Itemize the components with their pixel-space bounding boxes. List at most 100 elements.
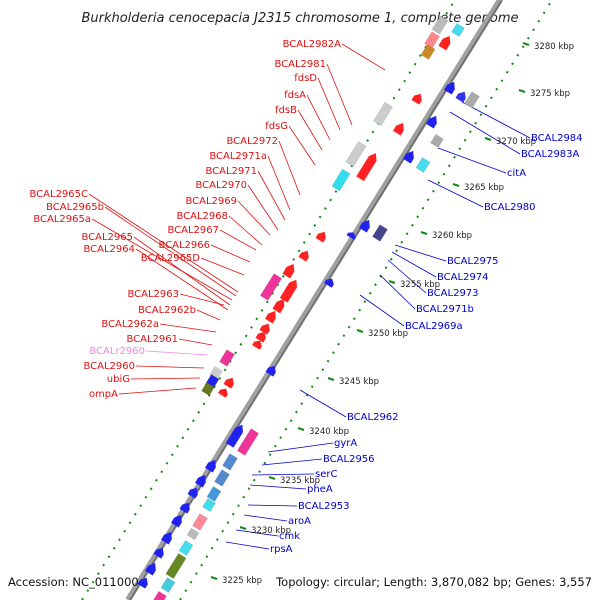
kbp-scale: 3280 kbp 3275 kbp 3270 kbp 3265 kbp 3260 kbp… (210, 42, 574, 586)
plus-strand-labels: BCAL2984 BCAL2983A citA BCAL2980 BCAL2975 BCA… (270, 133, 583, 555)
gene-label-left: BCAL2981 (274, 59, 326, 70)
right-leader-line (299, 389, 347, 418)
accession-text: Accession: NC_011000 (8, 575, 139, 589)
gene-label-right: serC (315, 469, 337, 480)
gene-label-right: citA (507, 168, 526, 179)
kbp-tick (522, 42, 530, 46)
gene-label-left: BCAL2982A (283, 39, 342, 50)
gene-feature (218, 388, 228, 398)
feature-track (137, 15, 480, 600)
kbp-label: 3275 kbp (530, 89, 570, 99)
kbp-tick (356, 329, 364, 333)
kbp-label: 3265 kbp (464, 183, 504, 193)
left-leader-line (104, 206, 237, 297)
gene-label-right: BCAL2974 (437, 272, 489, 283)
kbp-label: 3225 kbp (222, 576, 262, 586)
gene-label-left: BCAL2965D (141, 253, 201, 264)
gene-feature (161, 531, 172, 545)
gene-feature (455, 91, 466, 103)
gene-feature (372, 224, 388, 242)
gene-feature (252, 340, 262, 350)
gene-feature (464, 91, 480, 109)
gene-label-right: BCAL2953 (298, 501, 350, 512)
kbp-label: 3270 kbp (496, 137, 536, 147)
gene-feature (219, 349, 235, 367)
gene-label-right: BCAL2962 (347, 412, 399, 423)
gene-feature (324, 278, 334, 288)
gene-feature (265, 310, 276, 324)
gene-label-left: BCAL2963 (127, 289, 179, 300)
gene-label-left: fdsA (284, 90, 306, 101)
right-leader-line (247, 504, 298, 507)
kbp-label: 3240 kbp (309, 427, 349, 437)
gene-label-right: BCAL2980 (484, 202, 536, 213)
gene-feature (255, 331, 266, 343)
left-leader-line (317, 77, 341, 131)
gene-feature (259, 273, 283, 301)
gene-feature (222, 453, 238, 471)
gene-label-left: BCAL2972 (226, 136, 278, 147)
gene-label-right: BCAL2956 (323, 454, 375, 465)
left-leader-line (135, 248, 229, 311)
gene-label-left: BCALr2960 (89, 346, 145, 357)
kbp-label: 3260 kbp (432, 231, 472, 241)
left-leader-line (219, 229, 257, 251)
gene-feature (178, 540, 194, 556)
gene-feature (451, 23, 465, 37)
kbp-label: 3235 kbp (280, 476, 320, 486)
gene-label-right: BCAL2984 (531, 133, 583, 144)
gene-label-left: fdsB (275, 105, 297, 116)
gene-feature (201, 382, 215, 396)
gene-feature (145, 562, 156, 576)
gene-label-left: BCAL2967 (167, 225, 219, 236)
gene-feature (225, 424, 243, 448)
genome-backbone (125, 0, 503, 600)
kbp-tick (297, 427, 305, 431)
gene-feature (165, 553, 187, 579)
left-leader-line (288, 125, 316, 166)
gene-feature (195, 474, 206, 488)
gene-label-right: BCAL2971b (416, 304, 474, 315)
kbp-tick (452, 183, 460, 187)
left-leader-line (278, 140, 301, 196)
gene-feature (214, 469, 230, 487)
gene-label-left: BCAL2965 (81, 232, 133, 243)
gene-label-left: ompA (89, 389, 118, 400)
genome-backbone-shadow (129, 0, 503, 600)
kbp-tick (268, 476, 276, 480)
left-leader-line (237, 200, 271, 236)
gene-feature (202, 498, 216, 512)
gene-feature (346, 232, 356, 240)
gene-label-left: BCAL2971a (209, 151, 267, 162)
right-leader-line (251, 473, 315, 476)
kbp-tick (239, 526, 247, 530)
topology-text: Topology: circular; Length: 3,870,082 bp… (275, 575, 592, 589)
right-leader-line (449, 111, 521, 155)
gene-feature (373, 101, 393, 127)
gene-label-left: BCAL2965C (29, 189, 88, 200)
gene-label-left: BCAL2969 (185, 196, 237, 207)
gene-feature (420, 44, 436, 60)
gene-feature (279, 279, 297, 303)
gene-label-left: ubiG (107, 374, 130, 385)
kbp-tick (484, 137, 492, 141)
gene-label-right: pheA (307, 484, 333, 495)
gene-feature (315, 231, 326, 243)
left-leader-line (91, 218, 233, 301)
gene-label-left: BCAL2968 (176, 211, 228, 222)
left-leader-line (135, 365, 205, 369)
right-leader-line (267, 442, 334, 453)
plus-strand-tick-line (179, 0, 553, 600)
kbp-tick (388, 280, 396, 284)
gene-feature (179, 502, 190, 514)
label-leader-lines (88, 43, 531, 550)
gene-feature (137, 577, 148, 589)
gene-feature (345, 141, 367, 167)
right-leader-line (249, 484, 307, 490)
kbp-tick (420, 231, 428, 235)
left-leader-line (257, 170, 286, 221)
gene-label-right: aroA (288, 516, 311, 527)
gene-feature (415, 157, 431, 173)
right-leader-line (225, 541, 270, 550)
